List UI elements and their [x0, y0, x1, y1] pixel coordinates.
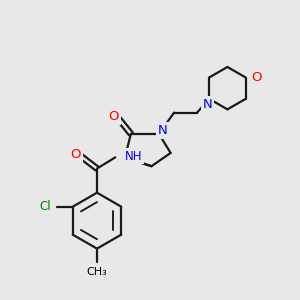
Text: NH: NH	[125, 150, 142, 163]
Text: O: O	[251, 71, 262, 84]
Text: N: N	[203, 98, 212, 111]
Text: O: O	[70, 148, 81, 161]
Text: N: N	[158, 124, 167, 137]
Text: CH₃: CH₃	[87, 267, 107, 277]
Text: Cl: Cl	[40, 200, 51, 213]
Text: O: O	[109, 110, 119, 123]
